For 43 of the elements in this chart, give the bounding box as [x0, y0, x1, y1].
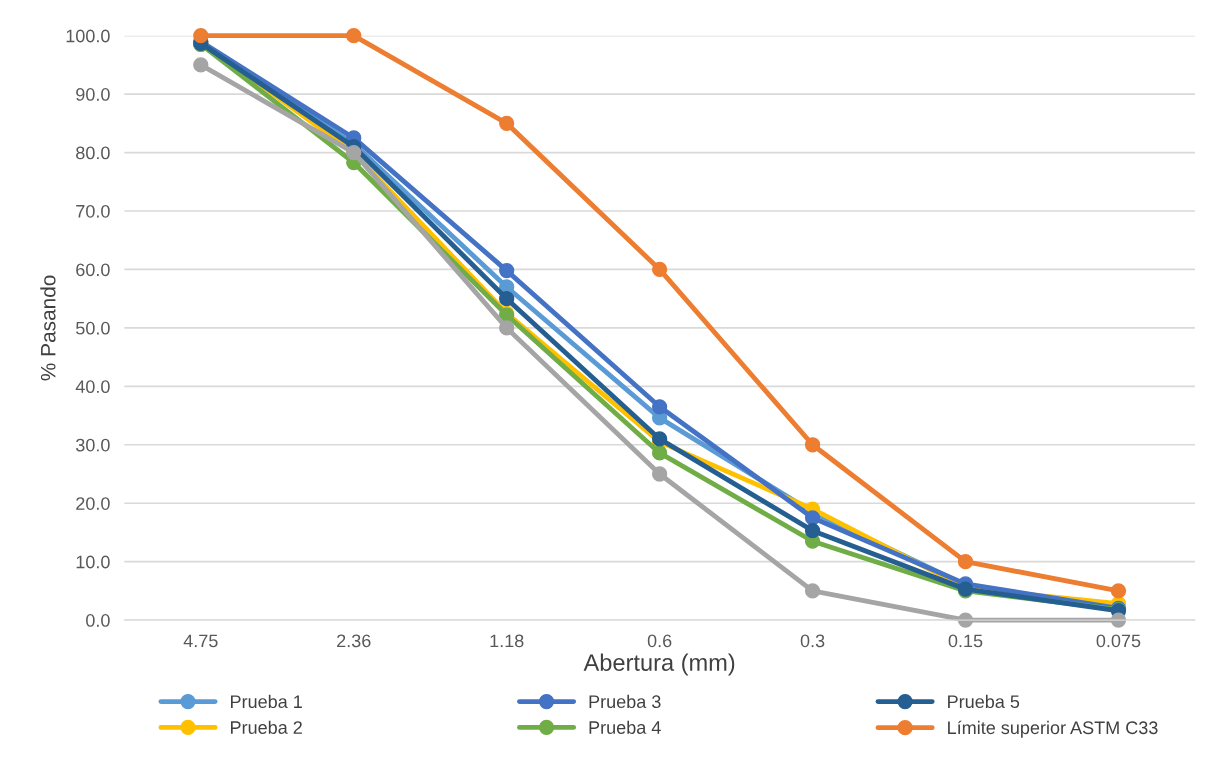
legend-label: Límite superior ASTM C33	[948, 720, 1158, 738]
point	[499, 262, 515, 279]
y-tick-label: 0.0	[86, 614, 110, 627]
y-tick-label: 50.0	[76, 321, 110, 335]
y-axis-title: % Pasando	[40, 275, 56, 381]
point	[651, 466, 668, 482]
point	[651, 445, 668, 461]
point	[499, 115, 515, 131]
y-tick-label: 40.0	[75, 380, 110, 394]
point	[804, 437, 821, 453]
x-axis-title: Abertura (mm)	[583, 653, 735, 676]
y-tick-label: 60.0	[76, 263, 110, 277]
point	[804, 523, 821, 539]
point	[804, 510, 821, 526]
point	[499, 320, 515, 336]
point	[651, 399, 668, 415]
y-tick-label: 80.0	[76, 146, 110, 160]
point	[193, 28, 209, 44]
legend-label: Prueba 5	[948, 694, 1020, 709]
point	[499, 291, 515, 307]
point	[346, 28, 362, 44]
point	[651, 261, 668, 278]
y-tick-label: 10.0	[76, 555, 110, 569]
x-tick-label: 1.18	[490, 634, 524, 648]
y-tick-label: 30.0	[75, 438, 110, 452]
y-tick-label: 20.0	[76, 497, 110, 510]
legend-label: Prueba 1	[231, 694, 302, 709]
x-tick-label: 0.3	[800, 634, 825, 648]
point	[1110, 583, 1127, 599]
y-tick-label: 70.0	[76, 204, 110, 218]
legend-label: Prueba 4	[589, 720, 661, 734]
x-tick-label: 4.75	[183, 634, 218, 648]
y-tick-label: 100.0	[66, 29, 110, 43]
x-tick-label: 0.075	[1096, 634, 1141, 648]
y-tick-label: 90.0	[76, 88, 110, 101]
legend-label: Prueba 2	[231, 720, 302, 734]
legend-label: Prueba 3	[589, 694, 661, 709]
x-tick-label: 0.15	[948, 634, 983, 648]
point	[804, 583, 821, 599]
x-tick-label: 2.36	[337, 634, 371, 648]
point	[957, 554, 974, 570]
x-tick-label: 0.6	[647, 634, 672, 648]
point	[193, 57, 209, 73]
